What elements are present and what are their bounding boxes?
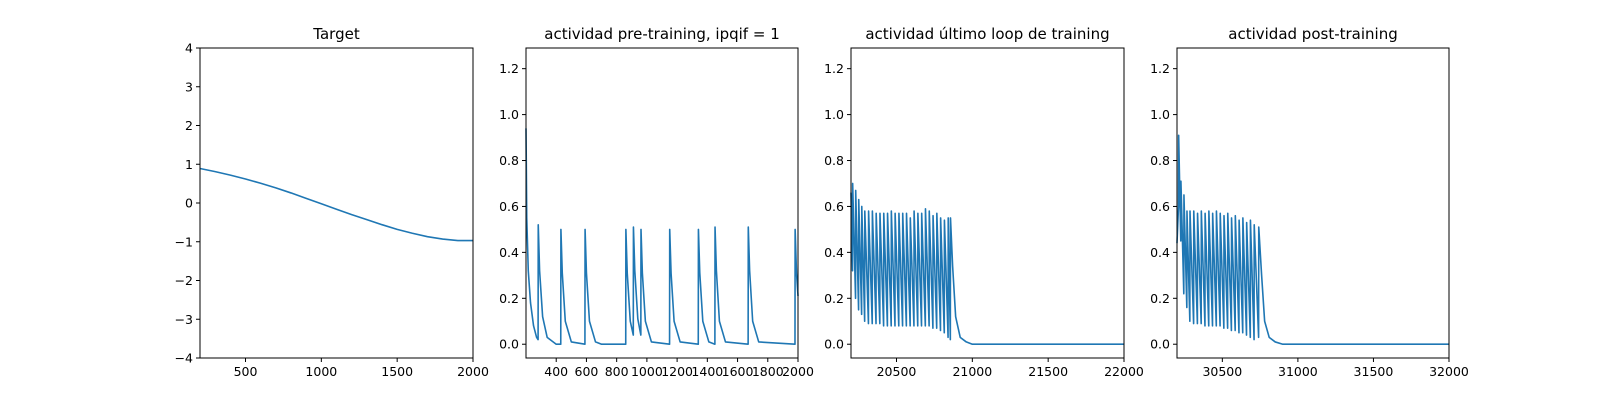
x-tick-label: 21000 <box>952 364 992 379</box>
y-tick-label: 0.8 <box>824 153 844 168</box>
chart-title: actividad post-training <box>1228 25 1397 43</box>
y-tick-label: 2 <box>185 118 193 133</box>
y-tick-label: 0.0 <box>824 337 844 352</box>
y-tick-label: 3 <box>185 79 193 94</box>
y-tick-label: 1.0 <box>824 107 844 122</box>
x-tick-label: 500 <box>234 364 258 379</box>
chart-title: actividad pre-training, ipqif = 1 <box>544 25 780 43</box>
y-tick-label: 0.6 <box>499 199 519 214</box>
x-tick-label: 32000 <box>1429 364 1469 379</box>
axes-frame <box>525 47 799 359</box>
series-line-1-1 <box>199 167 473 242</box>
y-tick-label: 4 <box>185 41 193 56</box>
series-line-4-1 <box>1176 134 1449 346</box>
x-tick-label: 1200 <box>661 364 693 379</box>
y-tick-label: 0.6 <box>824 199 844 214</box>
x-tick-label: 1000 <box>305 364 337 379</box>
y-tick-label: 0.0 <box>1150 337 1170 352</box>
y-tick-label: 0.2 <box>1150 291 1170 306</box>
y-tick-label: 1.2 <box>824 61 844 76</box>
y-tick-label: −3 <box>175 312 193 327</box>
y-tick-label: 0.8 <box>499 153 519 168</box>
x-tick-label: 31000 <box>1278 364 1318 379</box>
y-tick-label: 0.6 <box>1150 199 1170 214</box>
x-tick-label: 600 <box>575 364 599 379</box>
chart-panel-4: 30500 31000 31500 32000 0.0 0.2 0.4 0.6 0.8 1.0 1.… <box>1150 25 1469 379</box>
y-tick-label: 1.0 <box>499 107 519 122</box>
y-tick-label: −1 <box>175 234 193 249</box>
y-tick-label: 1.0 <box>1150 107 1170 122</box>
x-tick-label: 1500 <box>381 364 413 379</box>
y-tick-label: 0.4 <box>1150 245 1170 260</box>
series-line-2-1 <box>525 128 799 346</box>
x-tick-label: 1600 <box>722 364 754 379</box>
y-tick-label: 0.4 <box>499 245 519 260</box>
chart-panel-3: 20500 21000 21500 22000 0.0 0.2 0.4 0.6 0.8 1.0 1.… <box>824 25 1144 379</box>
y-tick-label: 0.4 <box>824 245 844 260</box>
x-tick-label: 1000 <box>631 364 663 379</box>
x-tick-label: 30500 <box>1202 364 1242 379</box>
chart-title: actividad último loop de training <box>865 25 1109 43</box>
axes-frame <box>850 47 1125 359</box>
x-tick-label: 2000 <box>782 364 814 379</box>
axes-frame <box>1176 47 1450 359</box>
chart-title: Target <box>312 25 360 43</box>
x-tick-label: 31500 <box>1354 364 1394 379</box>
y-tick-label: 0.0 <box>499 337 519 352</box>
y-tick-label: 1 <box>185 157 193 172</box>
y-tick-label: 1.2 <box>499 61 519 76</box>
y-tick-label: 0.2 <box>824 291 844 306</box>
chart-panel-1: 500 1000 1500 2000 −4 −3 −2 −1 0 1 2 3 4 Target <box>175 25 489 379</box>
y-tick-label: 1.2 <box>1150 61 1170 76</box>
y-tick-label: 0.8 <box>1150 153 1170 168</box>
y-tick-label: −4 <box>175 351 193 366</box>
y-tick-label: −2 <box>175 273 193 288</box>
x-tick-label: 400 <box>544 364 568 379</box>
x-tick-label: 800 <box>605 364 629 379</box>
series-line-3-1 <box>850 182 1124 346</box>
x-tick-label: 22000 <box>1104 364 1144 379</box>
y-tick-label: 0.2 <box>499 291 519 306</box>
x-tick-label: 2000 <box>457 364 489 379</box>
x-tick-label: 1800 <box>752 364 784 379</box>
y-tick-label: 0 <box>185 196 193 211</box>
x-tick-label: 1400 <box>691 364 723 379</box>
x-tick-label: 21500 <box>1028 364 1068 379</box>
x-tick-label: 20500 <box>877 364 917 379</box>
